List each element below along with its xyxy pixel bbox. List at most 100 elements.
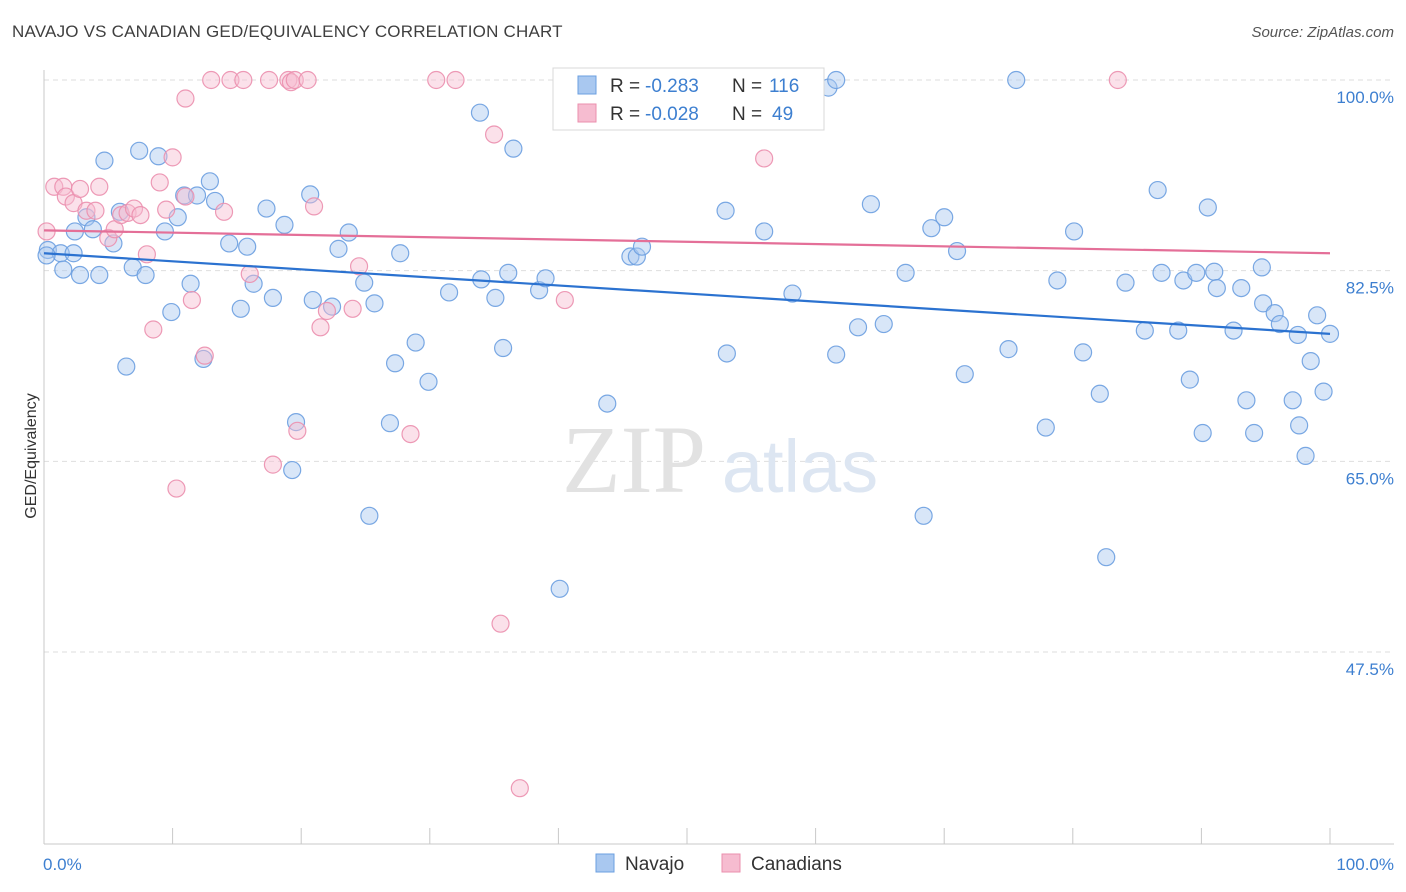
navajo-point bbox=[1036, 418, 1055, 437]
canadian-point bbox=[755, 149, 774, 168]
navajo-point bbox=[550, 579, 569, 598]
navajo-point bbox=[1007, 70, 1026, 90]
stats-legend-n-label-navajo: N = bbox=[732, 76, 762, 97]
navajo-point bbox=[130, 141, 149, 160]
canadian-point bbox=[311, 318, 330, 337]
watermark-atlas: atlas bbox=[722, 425, 878, 508]
navajo-point bbox=[1265, 304, 1284, 323]
navajo-point bbox=[70, 265, 90, 285]
navajo-point bbox=[947, 241, 967, 261]
canadian-point bbox=[144, 320, 163, 339]
navajo-point bbox=[486, 288, 505, 308]
navajo-point bbox=[848, 318, 868, 337]
stats-legend-r-value-canadian: -0.028 bbox=[645, 104, 699, 125]
navajo-point bbox=[1207, 278, 1226, 298]
navajo-point bbox=[406, 333, 425, 352]
legend-label-canadian: Canadians bbox=[751, 854, 842, 875]
navajo-point bbox=[896, 263, 915, 282]
navajo-point bbox=[329, 239, 348, 258]
navajo-point bbox=[95, 151, 114, 170]
navajo-point bbox=[1169, 321, 1188, 340]
navajo-point bbox=[1237, 391, 1256, 410]
navajo-point bbox=[1064, 222, 1084, 241]
navajo-point bbox=[499, 263, 518, 282]
navajo-point bbox=[1073, 343, 1093, 362]
canadian-points bbox=[37, 70, 1127, 798]
navajo-point bbox=[1288, 325, 1307, 345]
navajo-point bbox=[200, 172, 219, 191]
navajo-point bbox=[935, 208, 954, 227]
canadian-point bbox=[485, 125, 504, 144]
legend-swatch-canadian bbox=[721, 853, 741, 873]
navajo-point bbox=[360, 506, 379, 525]
navajo-point bbox=[90, 265, 109, 285]
navajo-point bbox=[220, 234, 239, 253]
navajo-points bbox=[37, 70, 1340, 598]
navajo-point bbox=[717, 344, 736, 363]
navajo-point bbox=[598, 394, 617, 413]
x-tick-label-max: 100.0% bbox=[1336, 855, 1394, 874]
canadian-point bbox=[304, 197, 324, 216]
navajo-point bbox=[303, 290, 322, 310]
navajo-point bbox=[1152, 263, 1171, 282]
canadian-point bbox=[259, 70, 279, 90]
y-tick-label: 82.5% bbox=[1346, 279, 1394, 298]
chart-title: NAVAJO VS CANADIAN GED/EQUIVALENCY CORRE… bbox=[12, 22, 563, 41]
navajo-point bbox=[627, 247, 646, 266]
navajo-point bbox=[861, 195, 880, 214]
legend-swatch-navajo bbox=[595, 853, 615, 873]
canadian-point bbox=[167, 479, 186, 498]
navajo-point bbox=[755, 222, 774, 241]
navajo-point bbox=[244, 274, 263, 293]
stats-legend-n-value-navajo: 116 bbox=[769, 76, 799, 97]
stats-legend-n-label-canadian: N = bbox=[732, 104, 762, 125]
y-tick-labels: 47.5% 65.0% 82.5% 100.0% bbox=[1336, 88, 1394, 679]
stats-legend: R = -0.283 N = 116 R = -0.028 N = 49 bbox=[552, 67, 825, 131]
navajo-point bbox=[827, 345, 846, 364]
canadian-point bbox=[555, 290, 574, 310]
canadian-point bbox=[317, 301, 337, 321]
canadian-point bbox=[182, 290, 201, 310]
canadian-point bbox=[288, 421, 307, 440]
navajo-point bbox=[632, 237, 652, 256]
grid-lines bbox=[44, 79, 1394, 653]
navajo-point bbox=[339, 223, 358, 242]
canadian-point bbox=[401, 424, 420, 444]
canadian-point bbox=[1108, 70, 1127, 90]
canadian-point bbox=[195, 346, 214, 365]
navajo-point bbox=[419, 372, 438, 391]
stats-legend-r-label-navajo: R = bbox=[610, 76, 640, 97]
canadian-point bbox=[279, 70, 298, 90]
navajo-point bbox=[83, 220, 102, 239]
navajo-point bbox=[504, 139, 523, 158]
navajo-point bbox=[999, 340, 1018, 359]
navajo-point bbox=[922, 219, 941, 238]
canadian-point bbox=[70, 179, 90, 199]
canadian-trend-line bbox=[43, 229, 1331, 255]
navajo-point bbox=[1296, 446, 1315, 465]
navajo-point bbox=[914, 506, 933, 525]
y-tick-label: 100.0% bbox=[1336, 88, 1394, 107]
navajo-point bbox=[716, 201, 735, 220]
navajo-point bbox=[257, 199, 276, 218]
navajo-point bbox=[1135, 321, 1154, 340]
canadian-point bbox=[124, 199, 144, 218]
stats-legend-swatch-navajo bbox=[577, 75, 597, 95]
navajo-point bbox=[136, 265, 155, 285]
navajo-point bbox=[1290, 416, 1309, 435]
navajo-point bbox=[54, 260, 73, 279]
navajo-point bbox=[275, 215, 294, 235]
canadian-point bbox=[427, 70, 446, 90]
navajo-point bbox=[621, 247, 640, 266]
axes bbox=[43, 70, 1394, 845]
navajo-point bbox=[64, 244, 83, 263]
navajo-point bbox=[104, 234, 123, 253]
source-label: Source: ZipAtlas.com bbox=[1251, 24, 1394, 41]
navajo-point bbox=[1090, 384, 1109, 403]
navajo-point bbox=[283, 460, 302, 480]
navajo-point bbox=[439, 283, 459, 302]
navajo-point bbox=[355, 273, 374, 292]
navajo-point bbox=[955, 365, 974, 384]
navajo-point bbox=[1254, 294, 1273, 313]
